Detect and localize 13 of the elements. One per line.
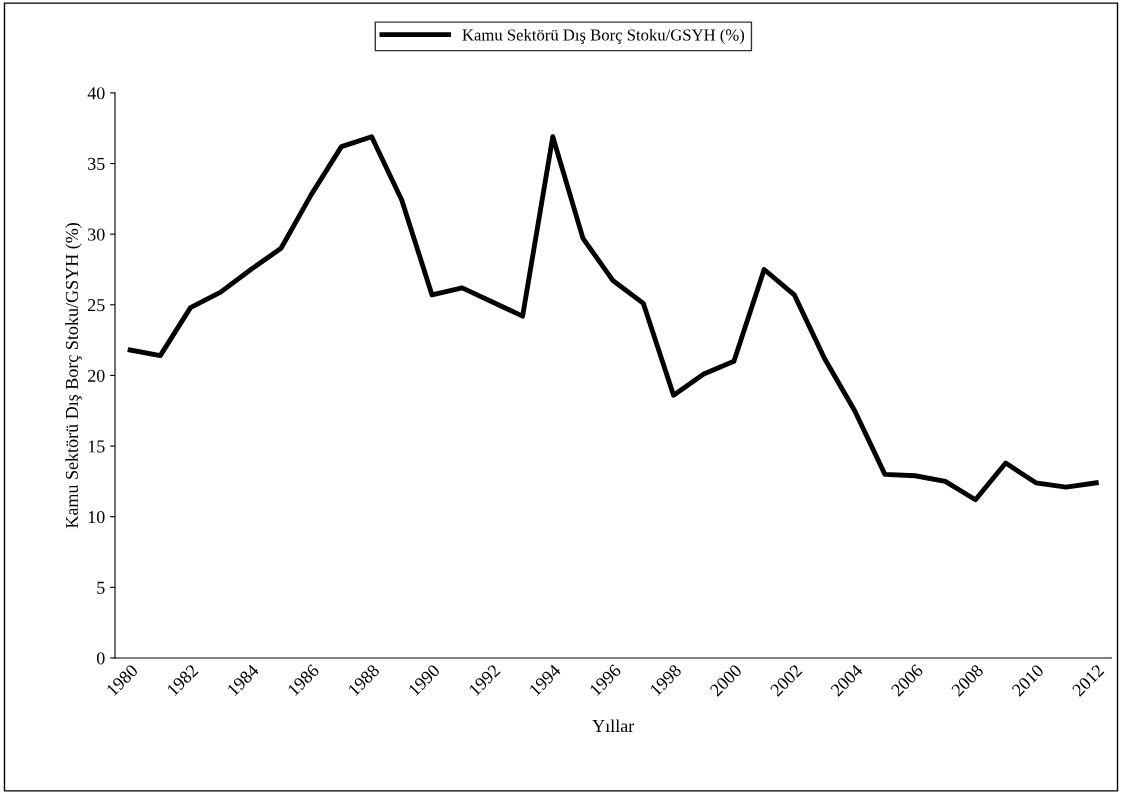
x-axis-title: Yıllar (592, 719, 635, 733)
y-tick-label: 40 (87, 87, 105, 100)
y-tick-label: 5 (97, 581, 105, 594)
y-tick-label: 25 (88, 299, 105, 312)
line-series (127, 134, 1099, 503)
y-tick-label: 15 (88, 440, 105, 453)
y-tick-label: 30 (88, 228, 105, 241)
y-tick-label: 35 (88, 157, 105, 170)
y-tick-label: 0 (96, 652, 105, 665)
y-tick-label: 10 (88, 510, 105, 524)
y-tick-label: 20 (88, 369, 105, 382)
y-axis-title: Kamu Sektörü Dış Borç Stoku/GSYH (%) (65, 223, 82, 529)
legend-label: Kamu Sektörü Dış Borç Stoku/GSYH (%) (462, 28, 745, 44)
